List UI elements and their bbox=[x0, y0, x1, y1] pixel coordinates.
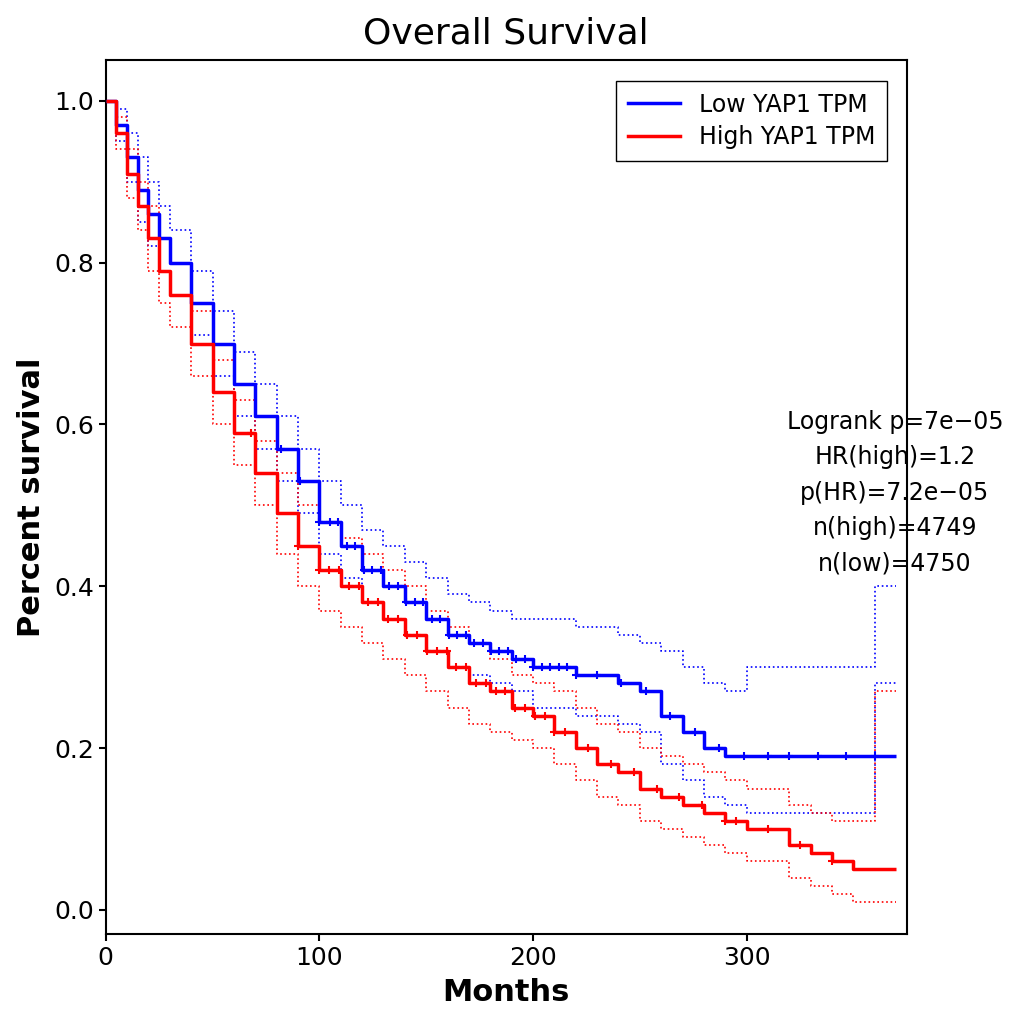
Y-axis label: Percent survival: Percent survival bbox=[16, 357, 46, 637]
Title: Overall Survival: Overall Survival bbox=[363, 16, 648, 50]
Text: Logrank p=7e−05
HR(high)=1.2
p(HR)=7.2e−05
n(high)=4749
n(low)=4750: Logrank p=7e−05 HR(high)=1.2 p(HR)=7.2e−… bbox=[786, 410, 1003, 575]
X-axis label: Months: Months bbox=[442, 978, 570, 1008]
Legend: Low YAP1 TPM, High YAP1 TPM: Low YAP1 TPM, High YAP1 TPM bbox=[615, 81, 887, 161]
